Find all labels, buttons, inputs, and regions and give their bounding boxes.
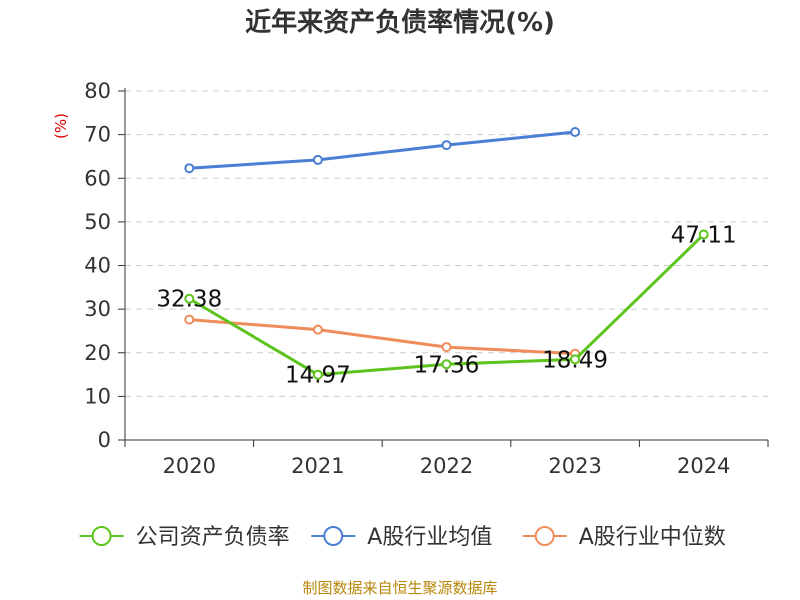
data-label: 14.97 <box>285 363 351 389</box>
x-tick-label: 2023 <box>548 454 601 478</box>
data-point <box>441 342 452 353</box>
chart-title: 近年来资产负债率情况(%) <box>245 7 555 38</box>
legend: 公司资产负债率 A股行业均值 A股行业中位数 <box>79 525 726 550</box>
y-tick-label: 0 <box>98 428 111 452</box>
legend-label: 公司资产负债率 <box>136 525 290 550</box>
x-tick-label: 2024 <box>677 454 730 478</box>
series-lines <box>184 127 709 380</box>
legend-item[interactable]: A股行业均值 <box>311 525 492 550</box>
legend-swatch-circle <box>534 526 555 546</box>
axes: 0 10 20 30 40 50 60 70 80 2020 2021 2022 2023 2024 <box>84 79 769 478</box>
y-axis-unit: (%) <box>52 113 70 139</box>
x-tick-label: 2020 <box>163 454 216 478</box>
data-label: 32.38 <box>156 287 222 313</box>
x-tick-label: 2021 <box>291 454 344 478</box>
data-point <box>184 163 195 174</box>
data-point <box>184 314 195 325</box>
legend-label: A股行业均值 <box>367 525 492 550</box>
data-point <box>441 140 452 151</box>
data-point <box>312 369 323 380</box>
legend-item[interactable]: A股行业中位数 <box>522 525 726 550</box>
data-point <box>312 324 323 335</box>
data-label: 17.36 <box>414 352 480 378</box>
y-tick-label: 40 <box>84 254 111 278</box>
y-tick-label: 80 <box>84 79 111 103</box>
gridlines <box>125 90 768 397</box>
y-tick-label: 20 <box>84 341 111 365</box>
data-point <box>570 354 581 365</box>
legend-swatch-circle <box>91 526 112 546</box>
data-point <box>698 229 709 240</box>
y-tick-label: 50 <box>84 210 111 234</box>
data-point <box>570 127 581 138</box>
legend-item[interactable]: 公司资产负债率 <box>79 525 290 550</box>
data-label: 18.49 <box>542 347 608 373</box>
source-note: 制图数据来自恒生聚源数据库 <box>302 579 497 597</box>
data-labels: 32.38 14.97 17.36 18.49 47.11 <box>156 222 736 388</box>
legend-swatch-circle <box>323 526 344 546</box>
data-point <box>184 293 195 304</box>
y-tick-label: 10 <box>84 384 111 408</box>
data-point <box>312 154 323 165</box>
y-tick-label: 30 <box>84 297 111 321</box>
series-line <box>189 130 576 170</box>
legend-label: A股行业中位数 <box>579 525 726 550</box>
series-line <box>189 318 576 356</box>
y-tick-label: 60 <box>84 166 111 190</box>
x-tick-label: 2022 <box>420 454 473 478</box>
data-label: 47.11 <box>671 222 737 248</box>
data-point <box>441 359 452 370</box>
y-tick-label: 70 <box>84 123 111 147</box>
